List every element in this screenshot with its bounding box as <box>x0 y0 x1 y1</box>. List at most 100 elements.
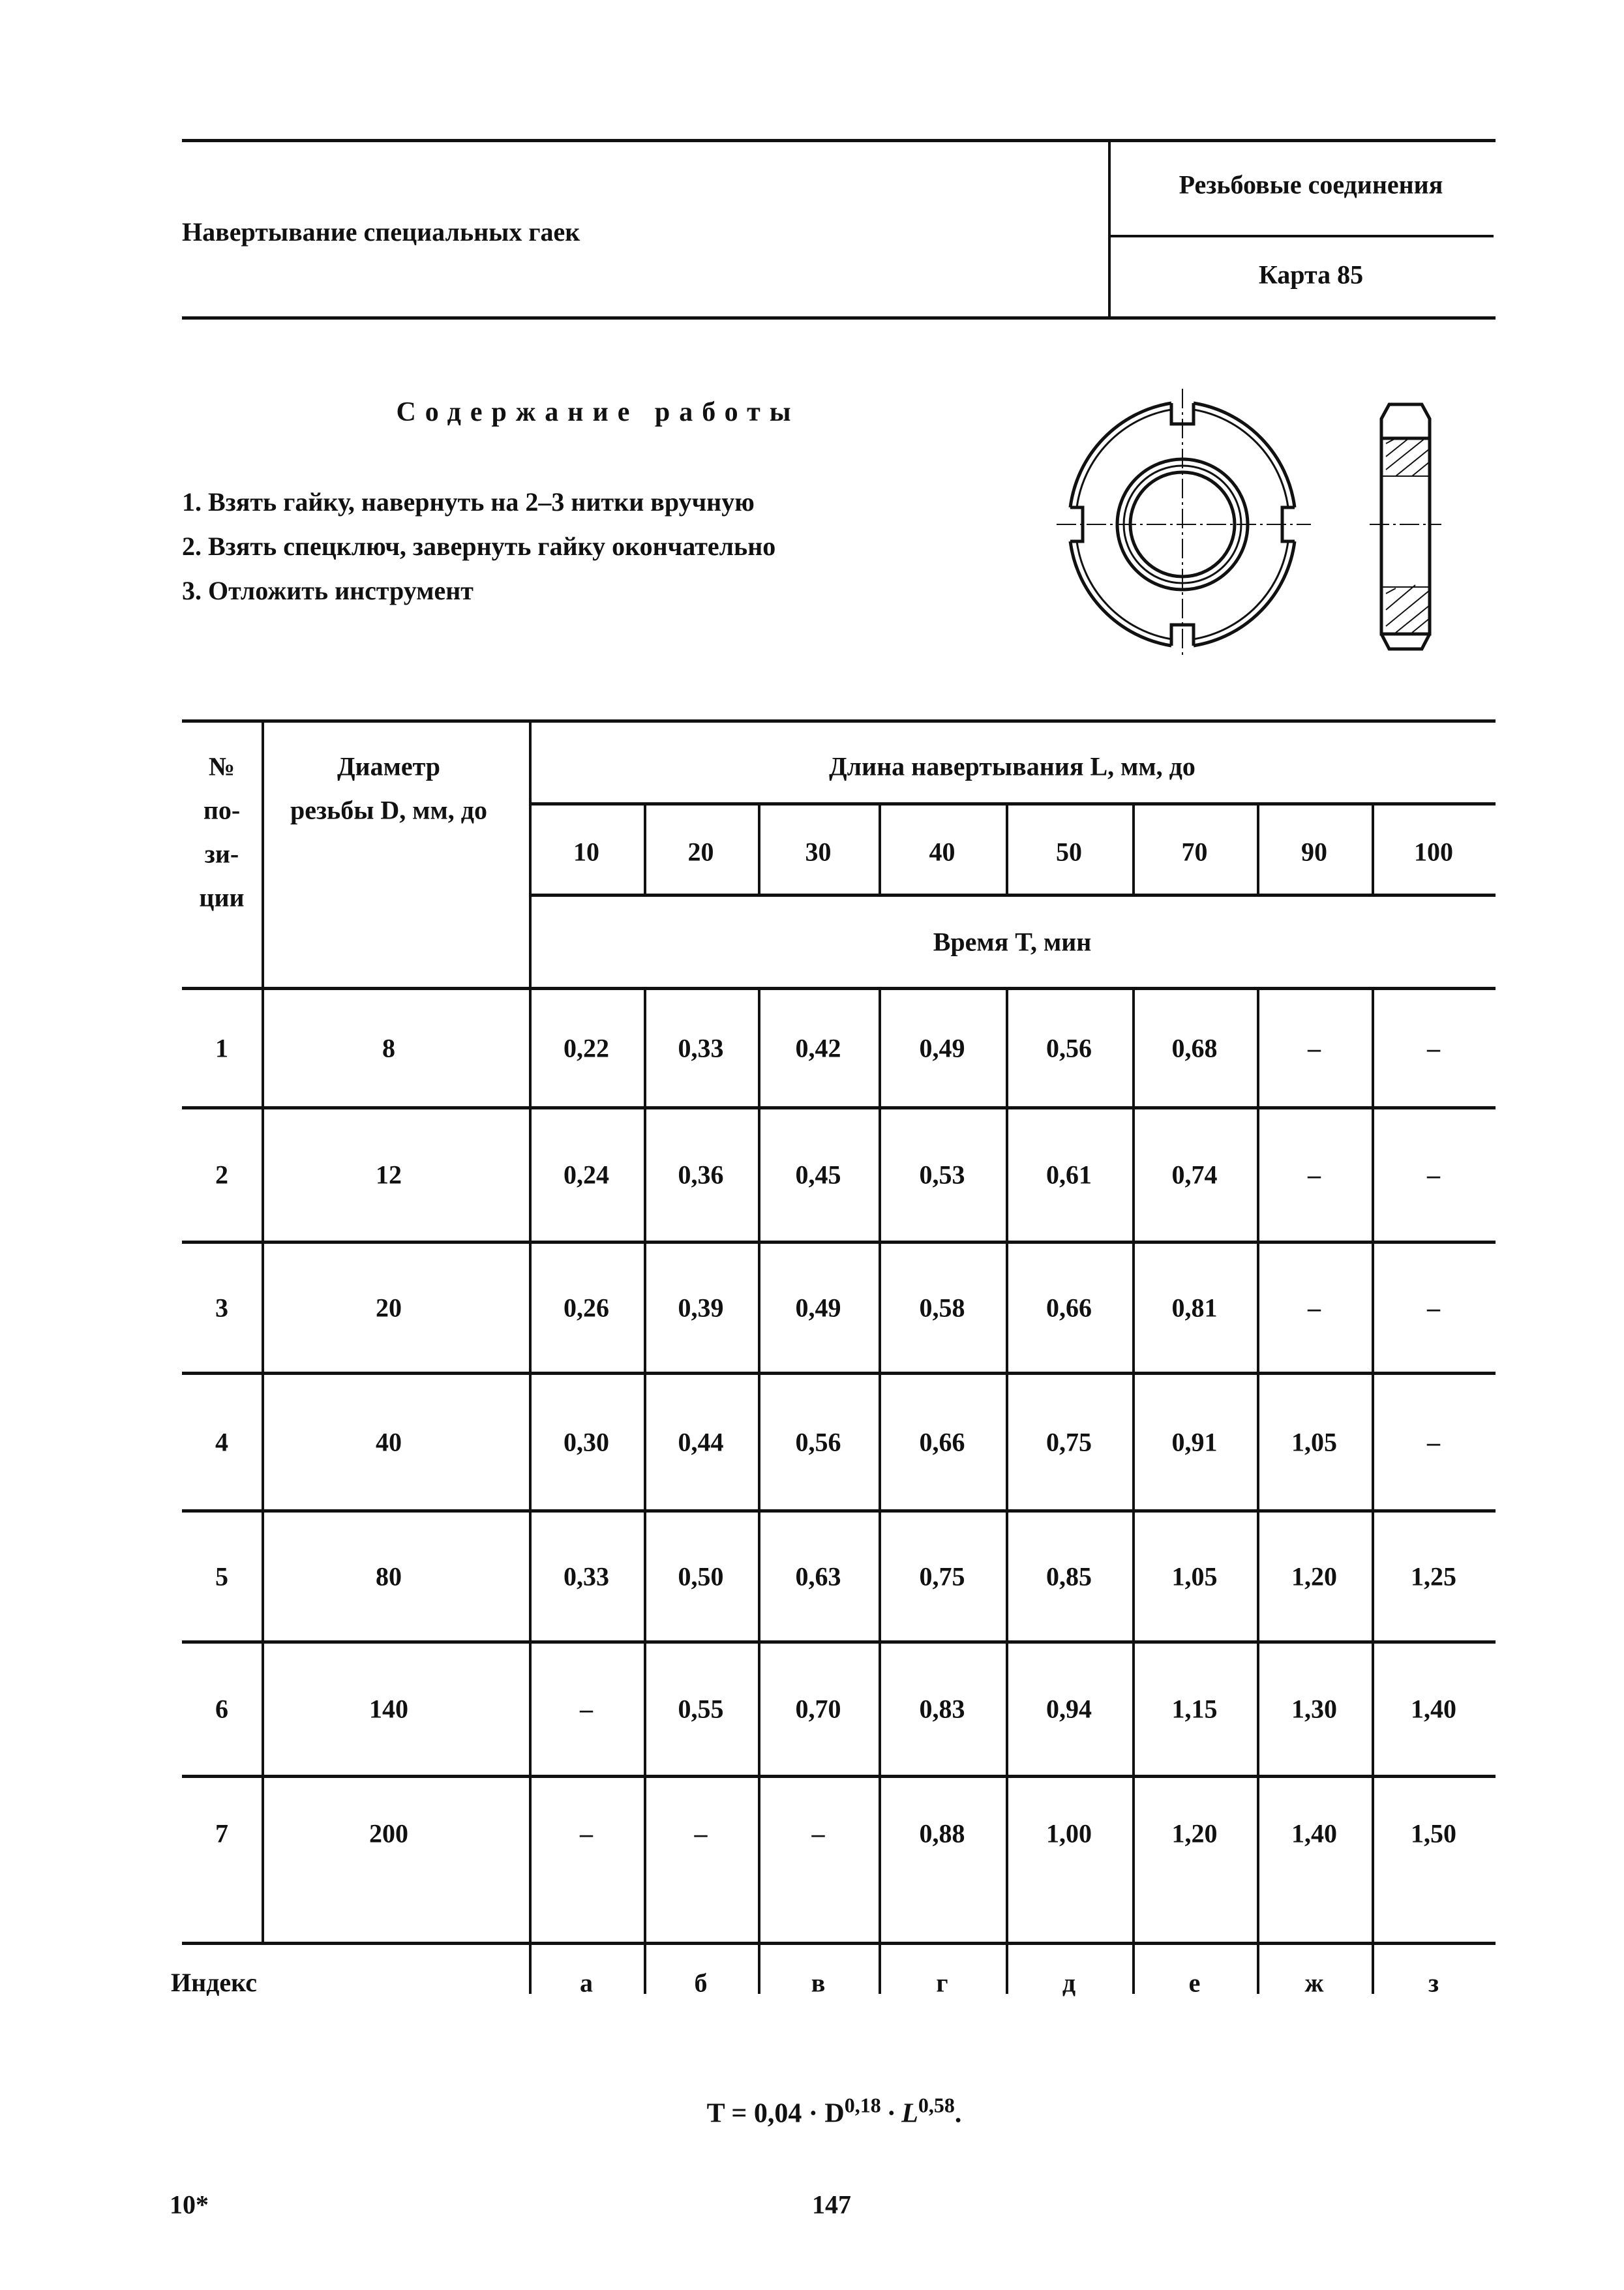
time-cell: 0,68 <box>1171 1033 1218 1062</box>
table-rule <box>529 802 1496 806</box>
row-position: 1 <box>215 1033 228 1062</box>
header-mid-rule <box>1109 235 1494 237</box>
time-cell: 0,30 <box>564 1427 609 1456</box>
formula-base: T = 0,04 · D <box>706 2098 845 2129</box>
time-cell: 0,26 <box>564 1293 609 1322</box>
row-position: 6 <box>215 1694 228 1724</box>
time-cell: – <box>811 1818 825 1848</box>
time-cell: 0,70 <box>795 1694 841 1724</box>
time-cell: – <box>1308 1160 1321 1190</box>
length-value-header: 50 <box>1056 837 1082 867</box>
formula-exp-d: 0,18 <box>844 2093 881 2117</box>
length-value-header: 10 <box>573 837 599 867</box>
time-cell: 1,30 <box>1291 1694 1337 1724</box>
table-col-rule <box>879 804 881 895</box>
formula: T = 0,04 · D0,18 · L0,58. <box>707 2094 962 2130</box>
time-cell: – <box>1427 1160 1440 1190</box>
length-value-header: 30 <box>805 837 832 867</box>
table-rule <box>182 987 1496 990</box>
signature-mark: 10* <box>170 2190 209 2220</box>
time-cell: 1,05 <box>1171 1561 1218 1591</box>
table-rule <box>182 1640 1496 1644</box>
time-cell: 0,75 <box>919 1561 965 1591</box>
row-position: 7 <box>215 1818 228 1848</box>
row-diameter: 80 <box>376 1561 402 1591</box>
index-cell: з <box>1428 1968 1439 1998</box>
time-cell: 0,81 <box>1171 1293 1218 1322</box>
table-col-rule <box>262 721 264 1943</box>
table-col-rule <box>1132 988 1135 1994</box>
table-col-rule <box>1257 988 1259 1994</box>
table-rule <box>182 1241 1496 1244</box>
time-cell: 1,50 <box>1411 1818 1456 1848</box>
row-diameter: 200 <box>369 1818 408 1848</box>
table-col-rule <box>758 988 760 1994</box>
time-cell: 1,05 <box>1291 1427 1337 1456</box>
table-rule <box>529 894 1496 897</box>
row-position: 2 <box>215 1160 228 1190</box>
time-cell: 0,56 <box>1046 1033 1092 1062</box>
formula-mid: · L <box>880 2098 918 2129</box>
formula-exp-l: 0,58 <box>918 2093 955 2117</box>
time-cell: 0,61 <box>1046 1160 1092 1190</box>
table-rule <box>182 1372 1496 1375</box>
index-cell: б <box>694 1968 708 1998</box>
position-number-header: зи- <box>204 839 239 869</box>
time-cell: 0,66 <box>1046 1293 1092 1322</box>
row-diameter: 12 <box>376 1160 402 1190</box>
work-step-2: 2. Взять спецключ, завернуть гайку оконч… <box>182 532 776 561</box>
header-divider <box>1108 139 1111 318</box>
time-cell: 0,91 <box>1171 1427 1218 1456</box>
table-col-rule <box>644 804 646 895</box>
time-cell: 0,58 <box>919 1293 965 1322</box>
time-cell: 0,66 <box>919 1427 965 1456</box>
length-value-header: 20 <box>687 837 714 867</box>
time-cell: 1,40 <box>1291 1818 1337 1848</box>
row-diameter: 40 <box>376 1427 402 1456</box>
round-slotted-nut-drawing-icon <box>1057 389 1441 659</box>
time-cell: – <box>694 1818 708 1848</box>
time-cell: 0,53 <box>919 1160 965 1190</box>
time-cell: 0,36 <box>678 1160 724 1190</box>
index-cell: г <box>936 1968 948 1998</box>
time-cell: – <box>1427 1033 1440 1062</box>
table-rule <box>182 1509 1496 1513</box>
table-col-rule <box>529 721 532 1994</box>
position-number-header: № <box>208 751 235 781</box>
time-cell: 0,88 <box>919 1818 965 1848</box>
index-cell: е <box>1188 1968 1201 1998</box>
time-cell: 1,00 <box>1046 1818 1092 1848</box>
table-col-rule <box>644 988 646 1994</box>
row-position: 5 <box>215 1561 228 1591</box>
time-cell: – <box>1308 1033 1321 1062</box>
index-cell: а <box>580 1968 593 1998</box>
time-cell: 1,15 <box>1171 1694 1218 1724</box>
length-header: Длина навертывания L, мм, до <box>829 751 1195 781</box>
row-position: 4 <box>215 1427 228 1456</box>
table-col-rule <box>1372 804 1374 895</box>
row-position: 3 <box>215 1293 228 1322</box>
work-step-1: 1. Взять гайку, навернуть на 2–3 нитки в… <box>182 487 755 517</box>
table-col-rule <box>1006 804 1008 895</box>
time-cell: – <box>1427 1293 1440 1322</box>
table-col-rule <box>1132 804 1135 895</box>
time-cell: 0,22 <box>564 1033 609 1062</box>
time-cell: 1,40 <box>1411 1694 1456 1724</box>
time-cell: – <box>580 1694 593 1724</box>
time-cell: 0,55 <box>678 1694 724 1724</box>
index-cell: д <box>1062 1968 1076 1998</box>
time-cell: 0,45 <box>795 1160 841 1190</box>
time-cell: 0,33 <box>564 1561 609 1591</box>
diameter-header: резьбы D, мм, до <box>290 795 488 825</box>
table-top-rule <box>182 719 1496 723</box>
time-cell: 0,44 <box>678 1427 724 1456</box>
time-cell: – <box>1427 1427 1440 1456</box>
time-cell: – <box>1308 1293 1321 1322</box>
time-cell: 0,63 <box>795 1561 841 1591</box>
time-header: Время T, мин <box>933 927 1092 957</box>
header-top-rule <box>182 139 1496 142</box>
table-col-rule <box>1372 988 1374 1994</box>
row-diameter: 8 <box>382 1033 395 1062</box>
time-cell: 0,49 <box>795 1293 841 1322</box>
length-value-header: 90 <box>1301 837 1327 867</box>
